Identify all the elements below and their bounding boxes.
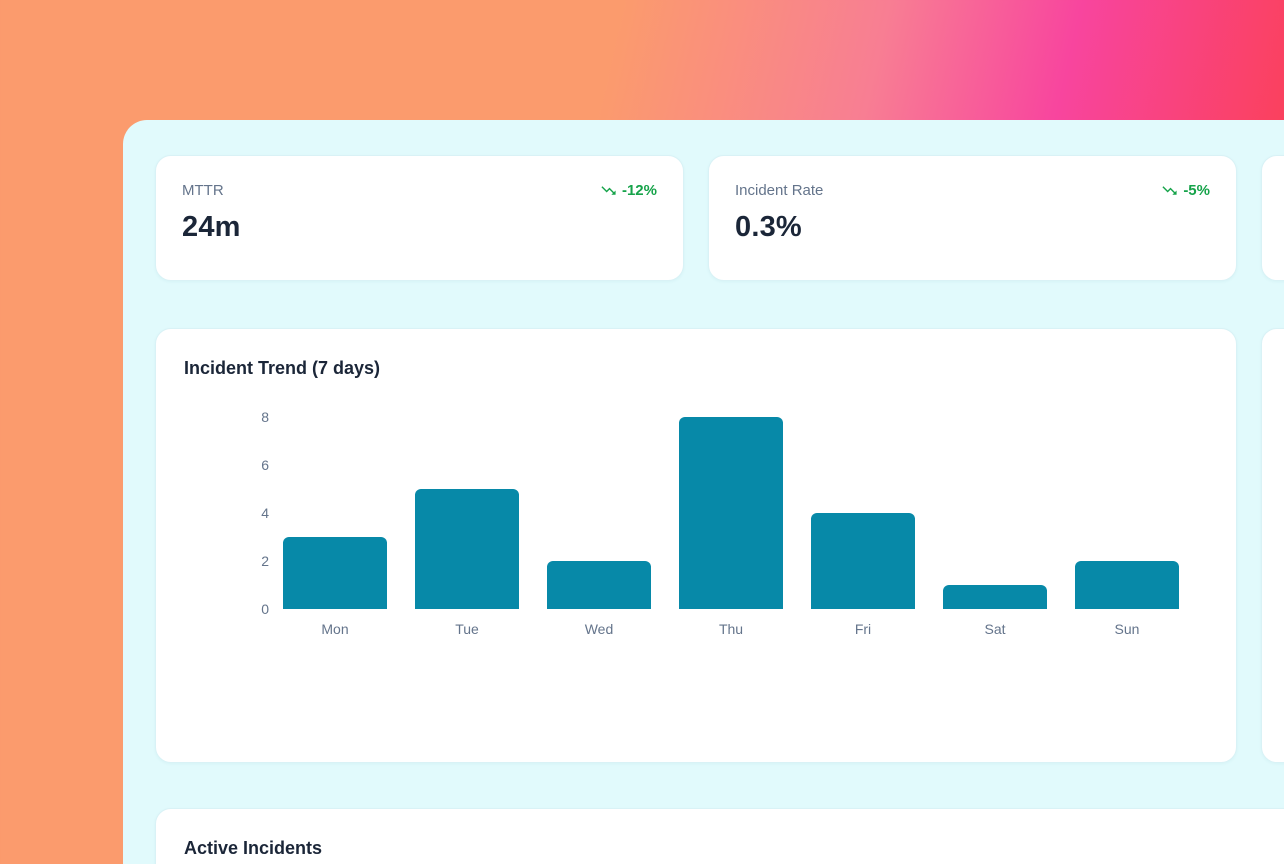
x-tick-label: Tue [455,621,479,637]
x-tick-label: Wed [584,621,614,637]
stat-card-header: Incident Rate -5% [735,182,1210,199]
stats-row: MTTR -12% 24m Incident Rate -5% [155,155,1284,281]
stat-card-incident-rate: Incident Rate -5% 0.3% [708,155,1237,281]
x-tick-label: Sat [984,621,1006,637]
y-tick-label: 4 [261,505,269,521]
bar-thu [679,417,783,609]
incident-trend-card: Incident Trend (7 days) 8 6 4 2 0 Mon Tue Wed T… [155,328,1238,763]
stat-trend: -12% [600,182,657,199]
active-incidents-title: Active Incidents [184,838,323,858]
stat-trend-value: -12% [621,182,657,199]
bar-fri [811,513,915,609]
y-tick-label: 8 [261,409,269,425]
active-incidents-card: Active Incidents [155,808,1284,864]
chart-plot-area: Mon Tue Wed Thu Fri Sat Sun [269,417,1193,637]
chart-y-axis: 8 6 4 2 0 [184,409,269,617]
side-card-partial [1261,328,1284,763]
x-tick-label: Thu [718,621,744,637]
x-tick-label: Fri [854,621,872,637]
incident-trend-chart: 8 6 4 2 0 Mon Tue Wed Thu Fri Sat Sun [184,409,1208,637]
chart-title: Incident Trend (7 days) [184,358,381,378]
bar-wed [547,561,651,609]
stat-value: 24m [182,211,241,243]
stat-card-partial [1261,155,1284,281]
y-tick-label: 2 [261,553,269,569]
chart-bars [269,417,1193,609]
y-tick-label: 6 [261,457,269,473]
bar-sun [1075,561,1179,609]
stat-label: MTTR [182,182,224,199]
charts-row: Incident Trend (7 days) 8 6 4 2 0 Mon Tue Wed T… [155,328,1284,763]
x-tick-label: Mon [321,621,349,637]
bar-column [1061,561,1193,609]
trending-down-icon [600,182,617,199]
dashboard-panel: MTTR -12% 24m Incident Rate -5% [123,120,1284,864]
x-tick-label: Sun [1114,621,1140,637]
bar-column [797,513,929,609]
stat-card-mttr: MTTR -12% 24m [155,155,684,281]
bar-column [665,417,797,609]
bar-column [929,585,1061,609]
stat-card-header: MTTR -12% [182,182,657,199]
stat-trend-value: -5% [1183,182,1210,199]
bar-column [401,489,533,609]
bar-mon [283,537,387,609]
bar-column [533,561,665,609]
stat-trend: -5% [1161,182,1210,199]
stat-label: Incident Rate [735,182,824,199]
y-tick-label: 0 [261,601,269,617]
bar-tue [415,489,519,609]
chart-x-labels: Mon Tue Wed Thu Fri Sat Sun [269,621,1193,637]
trending-down-icon [1161,182,1178,199]
bar-column [269,537,401,609]
stat-value: 0.3% [735,211,802,243]
bar-sat [943,585,1047,609]
